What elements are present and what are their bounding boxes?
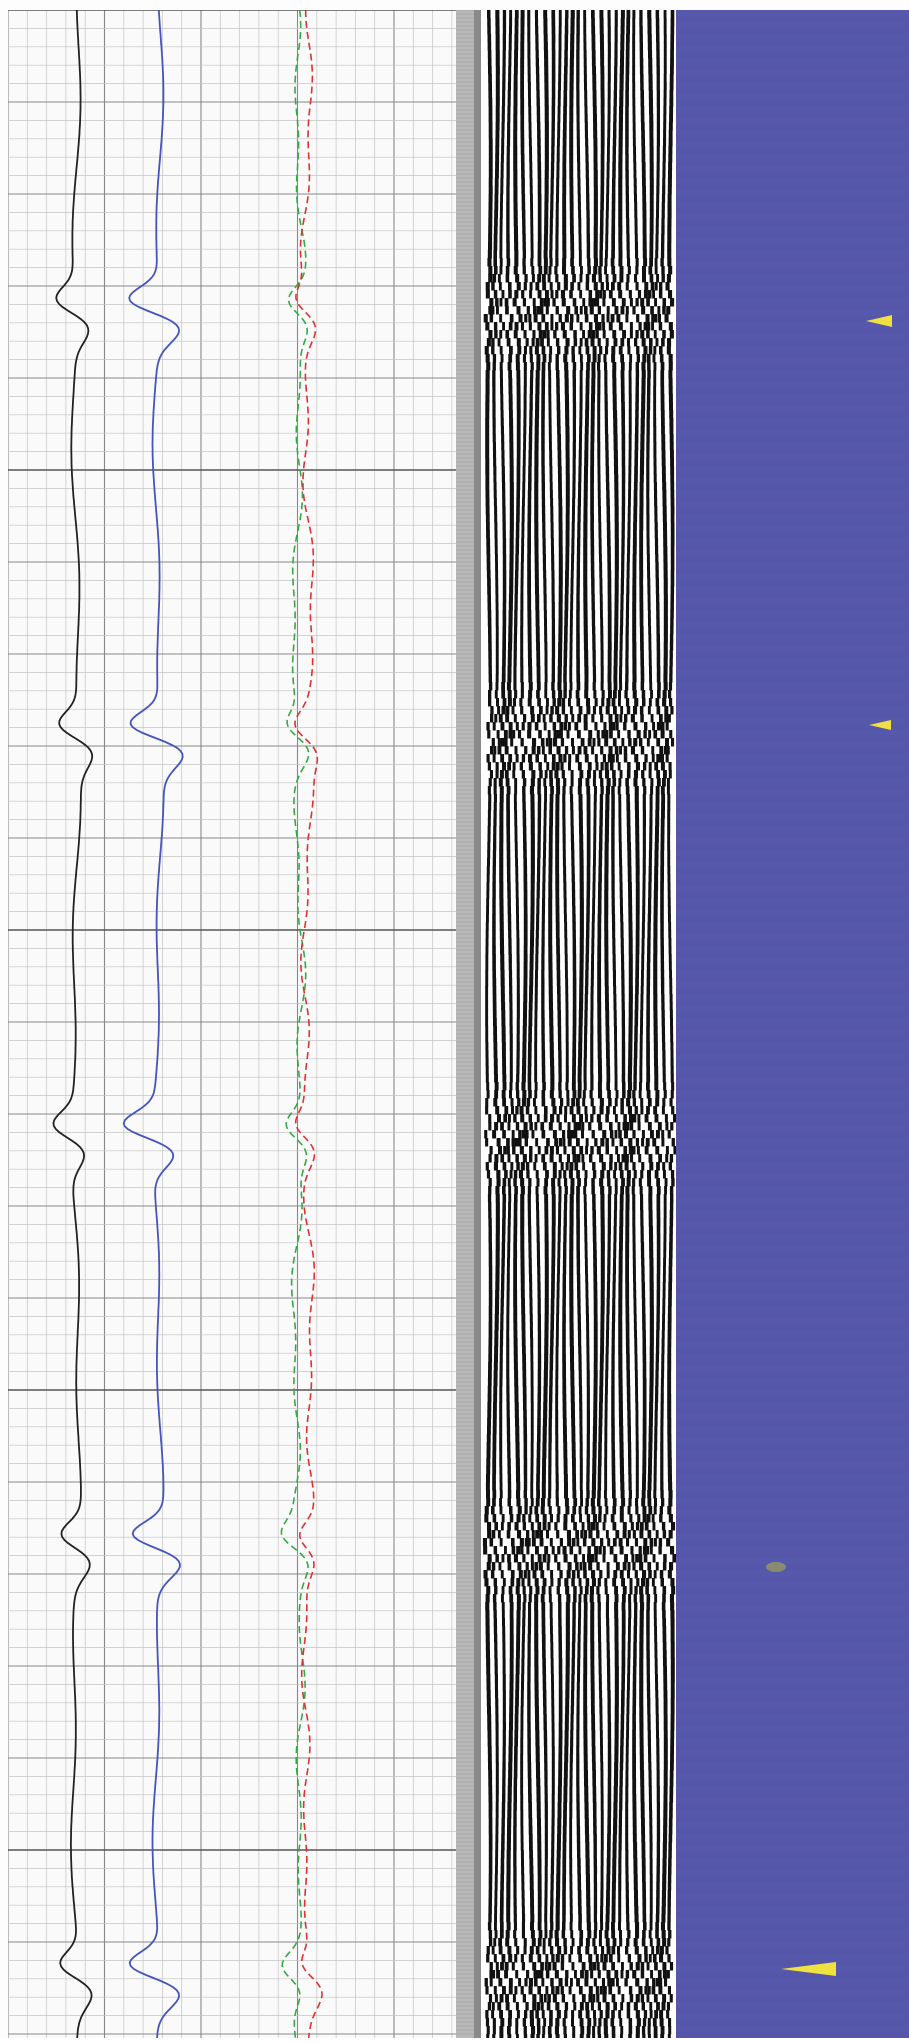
curve-blue: [124, 10, 183, 2038]
image-marker-3: [781, 1962, 836, 1976]
borehole-image-track: [676, 10, 909, 2038]
curve-green: [281, 10, 308, 2038]
acoustic-waveform-stripes: [483, 10, 676, 2038]
depth-scale-strip: [456, 10, 481, 2038]
grid-track: [8, 10, 456, 2038]
curve-black: [53, 10, 92, 2038]
acoustic-waveform-track: [481, 10, 676, 2038]
image-spot: [766, 1562, 786, 1572]
curve-grid: [8, 10, 456, 2038]
image-texture: [676, 10, 909, 2032]
